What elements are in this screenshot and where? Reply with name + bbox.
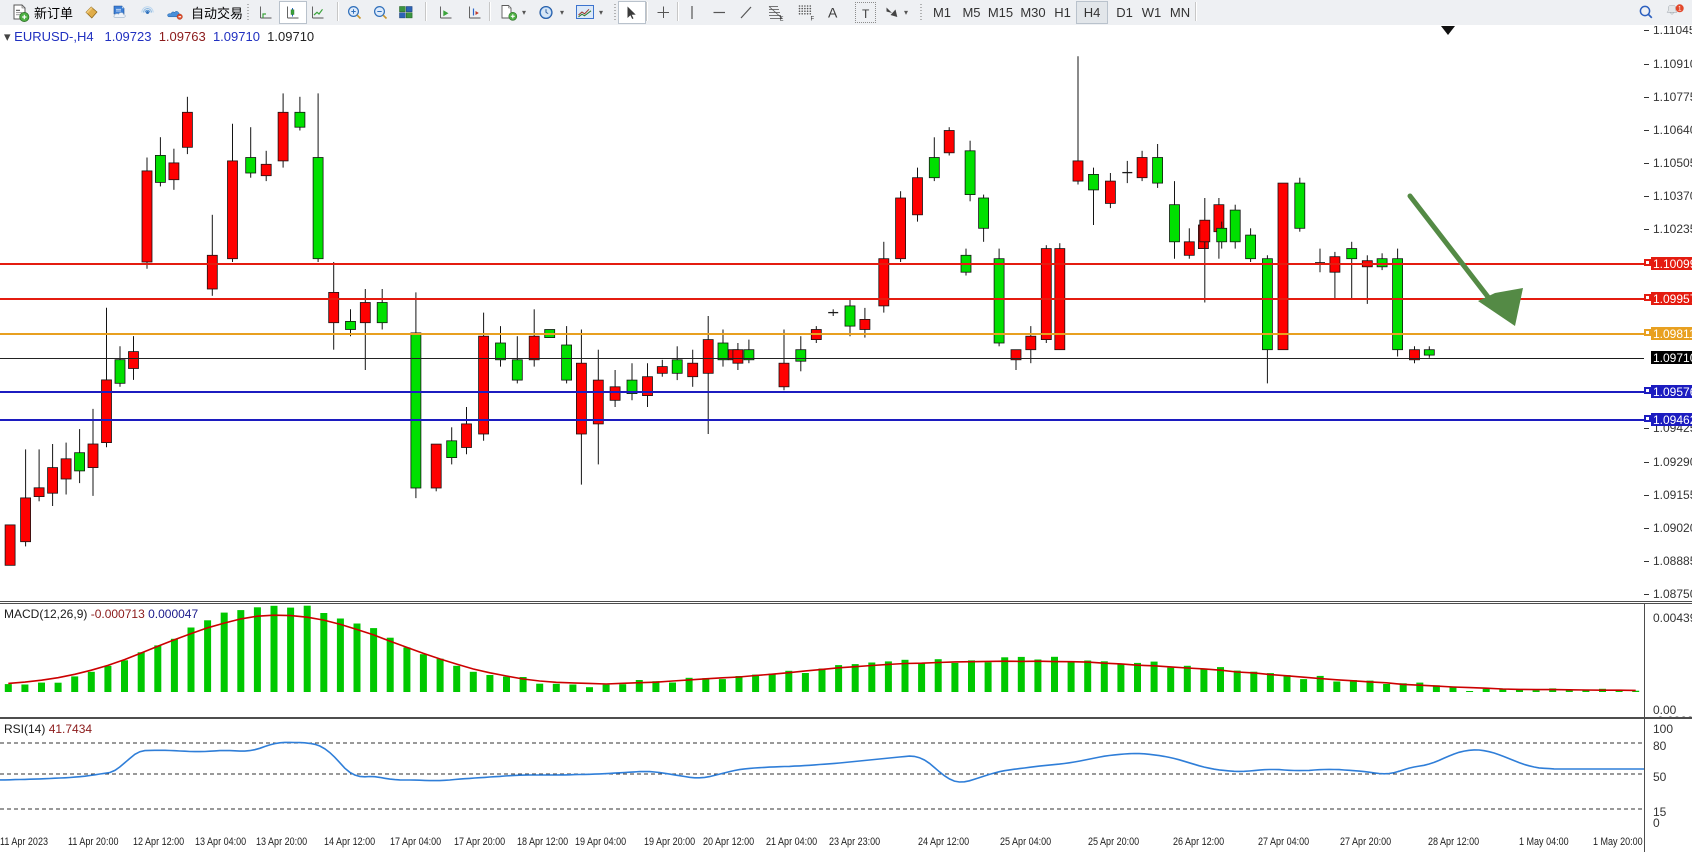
svg-text:1: 1 xyxy=(1678,5,1682,12)
svg-text:E: E xyxy=(779,16,783,21)
svg-text:A: A xyxy=(828,5,838,20)
svg-text:F: F xyxy=(810,16,814,21)
svg-text:T: T xyxy=(862,7,870,20)
